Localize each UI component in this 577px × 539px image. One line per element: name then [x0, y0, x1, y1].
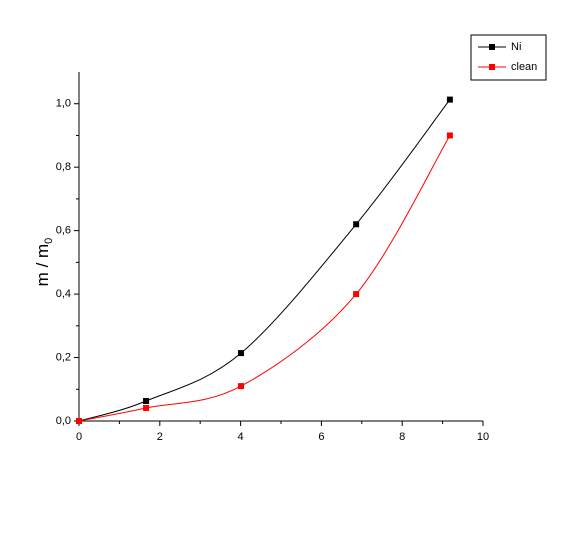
data-point	[353, 221, 360, 228]
x-tick-label: 4	[238, 431, 244, 443]
x-tick-label: 10	[477, 431, 489, 443]
legend-label: Ni	[511, 41, 521, 53]
y-label-main: m / m	[33, 244, 52, 287]
data-point	[238, 383, 245, 390]
y-tick-label: 0,6	[56, 225, 71, 237]
series-line	[78, 135, 451, 422]
x-tick-label: 6	[318, 431, 324, 443]
data-point	[143, 404, 150, 411]
legend-marker	[489, 44, 495, 50]
legend-marker	[489, 64, 495, 70]
y-tick-label: 0,4	[56, 288, 71, 300]
y-axis-label: m / m0	[33, 238, 54, 287]
x-tick-label: 2	[157, 431, 163, 443]
data-point	[353, 291, 360, 298]
data-point	[446, 96, 453, 103]
x-tick-label: 0	[76, 431, 82, 443]
y-tick-label: 0,2	[56, 351, 71, 363]
y-tick-label: 1,0	[56, 98, 71, 110]
data-point	[76, 418, 82, 424]
y-tick-label: 0,0	[56, 415, 71, 427]
legend-label: clean	[511, 61, 537, 73]
y-label-subscript: 0	[43, 238, 55, 244]
x-tick-label: 8	[399, 431, 405, 443]
data-point	[143, 398, 150, 405]
y-tick-label: 0,8	[56, 161, 71, 173]
data-point	[446, 132, 453, 139]
legend-box	[470, 34, 547, 81]
data-point	[238, 350, 245, 357]
series-line	[78, 99, 451, 422]
